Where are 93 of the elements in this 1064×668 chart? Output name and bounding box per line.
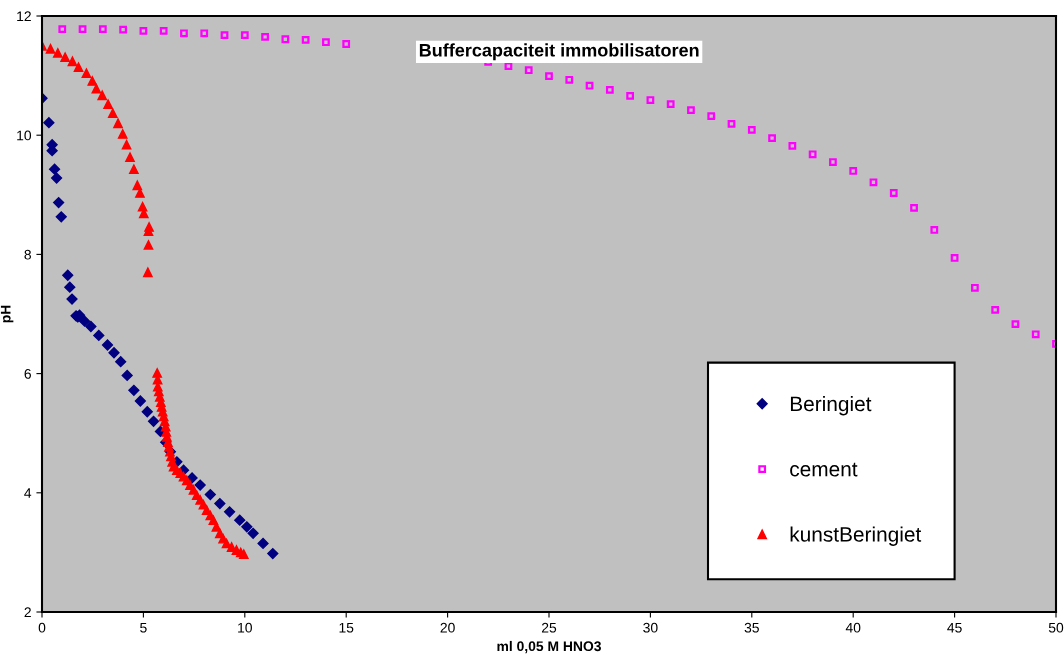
point (950, 254, 959, 262)
point (108, 347, 120, 359)
point (707, 112, 716, 121)
x-tick-label: 10 (238, 622, 252, 633)
point (747, 125, 756, 134)
point (159, 27, 168, 35)
x-tick-label: 0 (38, 622, 46, 633)
point (214, 497, 226, 510)
point (342, 40, 351, 48)
point (301, 35, 310, 44)
y-tick-label: 10 (17, 130, 32, 141)
text: Buffercapaciteit immobilisatoren (419, 43, 699, 61)
point (889, 189, 898, 197)
point (78, 25, 87, 33)
point (139, 27, 148, 35)
point (66, 293, 78, 305)
point (62, 269, 74, 281)
point (241, 521, 253, 533)
point (768, 134, 776, 143)
point (121, 369, 133, 381)
point (55, 211, 67, 223)
x-tick-label: 20 (440, 622, 455, 633)
point (98, 25, 107, 33)
point (53, 196, 65, 209)
legend-label: cement (790, 462, 858, 477)
point (119, 25, 128, 34)
point (247, 527, 259, 539)
point (261, 32, 269, 41)
point (666, 100, 675, 109)
y-axis-title: pH (0, 305, 14, 323)
point (101, 339, 114, 351)
point (646, 96, 655, 104)
point (194, 479, 206, 491)
point (910, 204, 918, 212)
point (240, 31, 249, 39)
x-tick-label: 15 (339, 622, 354, 633)
point (849, 167, 858, 175)
x-tick-label: 50 (1048, 622, 1064, 633)
point (687, 106, 695, 115)
point (524, 66, 533, 75)
x-tick-label: 25 (541, 622, 557, 633)
point (545, 72, 553, 81)
y-tick-label: 12 (17, 11, 31, 22)
point (626, 91, 635, 100)
point (565, 75, 574, 84)
y-tick-label: 8 (24, 249, 31, 260)
point (85, 320, 97, 333)
point (43, 117, 55, 129)
x-tick-label: 45 (947, 622, 962, 633)
point (727, 119, 736, 128)
point (134, 395, 146, 407)
point (970, 283, 979, 292)
point (180, 29, 188, 38)
point (1011, 320, 1020, 329)
point (267, 547, 279, 560)
legend-label: Beringiet (790, 395, 872, 416)
legend-label: kunstBeringiet (790, 526, 922, 546)
point (257, 537, 269, 550)
point (220, 31, 229, 39)
point (204, 488, 216, 501)
x-tick-label: 40 (845, 622, 861, 633)
point (128, 384, 140, 396)
point (1031, 330, 1040, 339)
point (147, 415, 160, 427)
point (991, 305, 1000, 314)
point (78, 315, 91, 327)
y-tick-label: 2 (24, 607, 31, 618)
x-tick-label: 5 (140, 622, 147, 633)
point (281, 35, 290, 44)
x-tick-label: 35 (744, 622, 759, 633)
point (93, 329, 105, 342)
point (141, 406, 153, 418)
y-tick-label: 4 (24, 488, 32, 498)
point (930, 226, 939, 234)
x-axis-title: ml 0,05 M HNO3 (497, 640, 601, 654)
point (829, 158, 837, 166)
point (234, 514, 246, 526)
point (115, 356, 127, 368)
point (322, 38, 330, 47)
point (788, 142, 797, 150)
x-tick-label: 30 (643, 622, 658, 633)
point (504, 62, 513, 70)
point (605, 86, 614, 94)
point (223, 506, 236, 518)
point (869, 178, 878, 187)
point (585, 81, 594, 90)
point (808, 150, 817, 159)
point (200, 29, 209, 38)
point (58, 25, 67, 33)
point (48, 163, 61, 175)
point (64, 281, 76, 293)
y-tick-label: 6 (24, 368, 31, 379)
point (50, 172, 63, 184)
